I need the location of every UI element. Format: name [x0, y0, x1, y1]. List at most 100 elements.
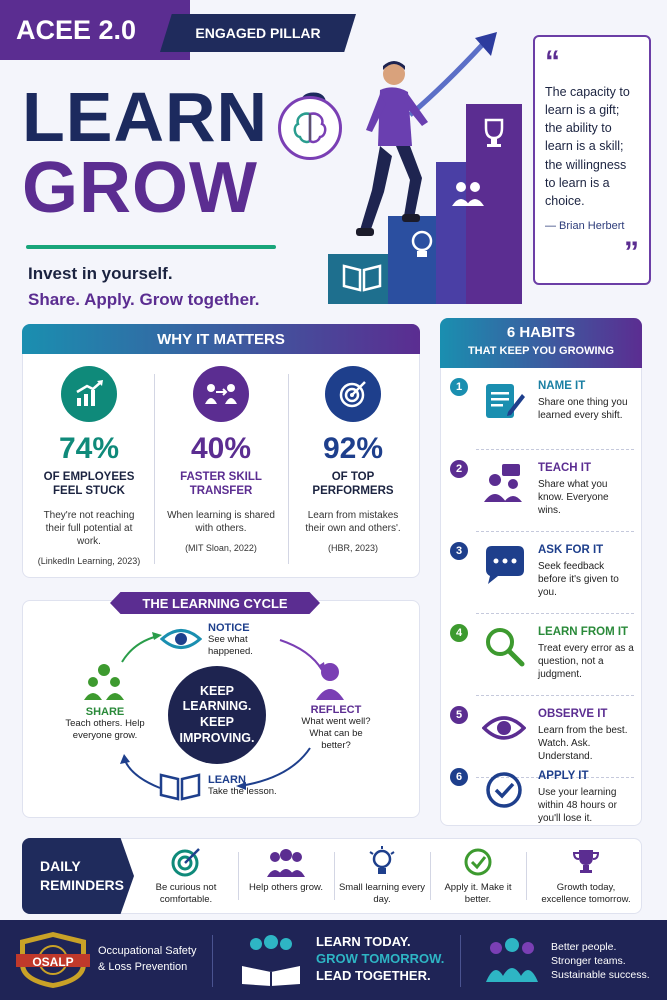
cycle-step-notice: NOTICE See what happened.	[208, 622, 278, 658]
growth-chart-icon	[61, 366, 117, 422]
stat-skill-transfer: 40% FASTER SKILL TRANSFER When learning …	[156, 366, 286, 553]
why-it-matters-heading: WHY IT MATTERS	[22, 324, 420, 354]
stat-value: 92%	[322, 432, 384, 465]
daily-reminders-tag: DAILY REMINDERS	[22, 838, 134, 914]
divider	[154, 374, 155, 564]
stat-description: They're not reaching their full potentia…	[43, 509, 135, 547]
reminder-item: Apply it. Make it better.	[430, 846, 526, 907]
habit-item: 5 OBSERVE IT Learn from the best. Watch.…	[446, 700, 638, 778]
habit-text: Share what you know. Everyone wins.	[538, 479, 609, 516]
divider	[212, 935, 213, 987]
footer-slogan: LEARN TODAY. GROW TOMORROW. LEAD TOGETHE…	[316, 934, 444, 985]
habit-number: 1	[450, 378, 468, 396]
osalp-logo	[16, 932, 90, 988]
open-quote-icon: “	[545, 45, 560, 78]
slogan-line3: LEAD TOGETHER.	[316, 967, 431, 983]
divider	[460, 935, 461, 987]
divider	[526, 852, 527, 900]
stat-top-performers: 92% OF TOP PERFORMERS Learn from mistake…	[288, 366, 418, 553]
stat-description: When learning is shared with others.	[167, 509, 275, 534]
stat-employees-stuck: 74% OF EMPLOYEES FEEL STUCK They're not …	[24, 366, 154, 566]
close-quote-icon: ”	[624, 235, 639, 269]
title-underline	[26, 245, 276, 249]
check-circle-icon	[480, 766, 528, 814]
habit-text: Treat every error as a question, not a j…	[538, 643, 634, 680]
quote-text: The capacity to learn is a gift; the abi…	[545, 85, 630, 208]
habit-text: Use your learning within 48 hours or you…	[538, 787, 617, 824]
divider	[476, 695, 634, 696]
reminder-text: Help others grow.	[249, 882, 323, 893]
divider	[288, 374, 289, 564]
brain-icon	[278, 96, 342, 160]
divider	[334, 852, 335, 900]
lightbulb-icon	[411, 230, 433, 257]
group-icon	[238, 846, 334, 878]
habit-text: Learn from the best. Watch. Ask. Underst…	[538, 725, 628, 762]
reminder-text: Growth today, excellence tomorrow.	[541, 882, 631, 906]
team-people-icon	[486, 938, 538, 982]
cycle-step-text: Teach others. Help everyone grow.	[65, 718, 145, 741]
thinking-person-icon	[316, 663, 344, 700]
acee-badge: ACEE 2.0	[0, 0, 190, 60]
reminder-item: Small learning every day.	[334, 846, 430, 907]
daily-reminders-tag-line1: DAILY	[40, 858, 81, 875]
cycle-step-text: Take the lesson.	[208, 786, 277, 797]
team-icon	[452, 182, 484, 206]
book-icon	[159, 773, 201, 801]
quote-card: “ The capacity to learn is a gift; the a…	[533, 35, 651, 285]
stat-label: FASTER SKILL TRANSFER	[180, 471, 262, 498]
climbing-person-illustration	[356, 61, 428, 236]
organization-name-line2: & Loss Prevention	[98, 960, 188, 973]
habit-title: ASK FOR IT	[538, 544, 604, 556]
cycle-step-title: NOTICE	[208, 622, 250, 634]
habit-number: 6	[450, 768, 468, 786]
pillar-tag: ENGAGED PILLAR	[160, 14, 356, 52]
people-exchange-icon	[193, 366, 249, 422]
habit-item: 4 LEARN FROM IT Treat every error as a q…	[446, 618, 638, 696]
habit-text: Share one thing you learned every shift.	[538, 397, 628, 421]
cycle-center-message: KEEP LEARNING. KEEP IMPROVING.	[168, 666, 266, 764]
target-icon	[138, 846, 234, 878]
reminder-text: Be curious not comfortable.	[155, 882, 217, 906]
slogan-line2: GROW TOMORROW.	[316, 950, 445, 966]
chat-bubble-icon	[480, 540, 528, 588]
habit-title: NAME IT	[538, 380, 586, 392]
habit-item: 1 NAME IT Share one thing you learned ev…	[446, 372, 638, 450]
divider	[430, 852, 431, 900]
stat-source: (HBR, 2023)	[327, 542, 379, 553]
reminder-item: Be curious not comfortable.	[138, 846, 234, 907]
footer-bar	[0, 920, 667, 1000]
habit-title: TEACH IT	[538, 462, 592, 474]
osalp-logo-text: OSALP	[32, 955, 74, 969]
trophy-icon	[534, 846, 638, 878]
divider	[476, 449, 634, 450]
outcome-line1: Better people.	[551, 941, 617, 953]
divider	[476, 613, 634, 614]
cycle-step-reflect: REFLECT What went well? What can be bett…	[296, 704, 376, 752]
eye-icon	[480, 704, 528, 752]
footer-outcomes: Better people. Stronger teams. Sustainab…	[551, 940, 650, 983]
magnifier-icon	[480, 622, 528, 670]
stat-value: 40%	[190, 432, 252, 465]
habit-title: LEARN FROM IT	[538, 626, 629, 638]
check-circle-icon	[430, 846, 526, 878]
stat-description: Learn from mistakes their own and others…	[305, 509, 401, 534]
habit-item: 6 APPLY IT Use your learning within 48 h…	[446, 762, 638, 840]
outcome-line2: Stronger teams.	[551, 955, 626, 968]
daily-reminders-tag-line2: REMINDERS	[40, 877, 125, 893]
trophy-icon	[484, 118, 504, 147]
reminder-item: Growth today, excellence tomorrow.	[534, 846, 638, 907]
habits-heading-title: 6 HABITS	[506, 324, 576, 341]
outcome-line3: Sustainable success.	[551, 969, 650, 982]
habits-panel	[440, 318, 642, 826]
divider	[476, 777, 634, 778]
habit-text: Seek feedback before it's given to you.	[538, 561, 619, 598]
lightbulb-icon	[334, 846, 430, 878]
tagline-primary: Invest in yourself.	[28, 264, 173, 283]
cycle-step-text: What went well? What can be better?	[301, 716, 371, 751]
page-title-line2: GROW	[22, 148, 258, 228]
quote-author: — Brian Herbert	[545, 219, 625, 232]
habit-item: 3 ASK FOR IT Seek feedback before it's g…	[446, 536, 638, 614]
tagline-secondary: Share. Apply. Grow together.	[28, 290, 260, 309]
habit-title: APPLY IT	[538, 770, 589, 782]
